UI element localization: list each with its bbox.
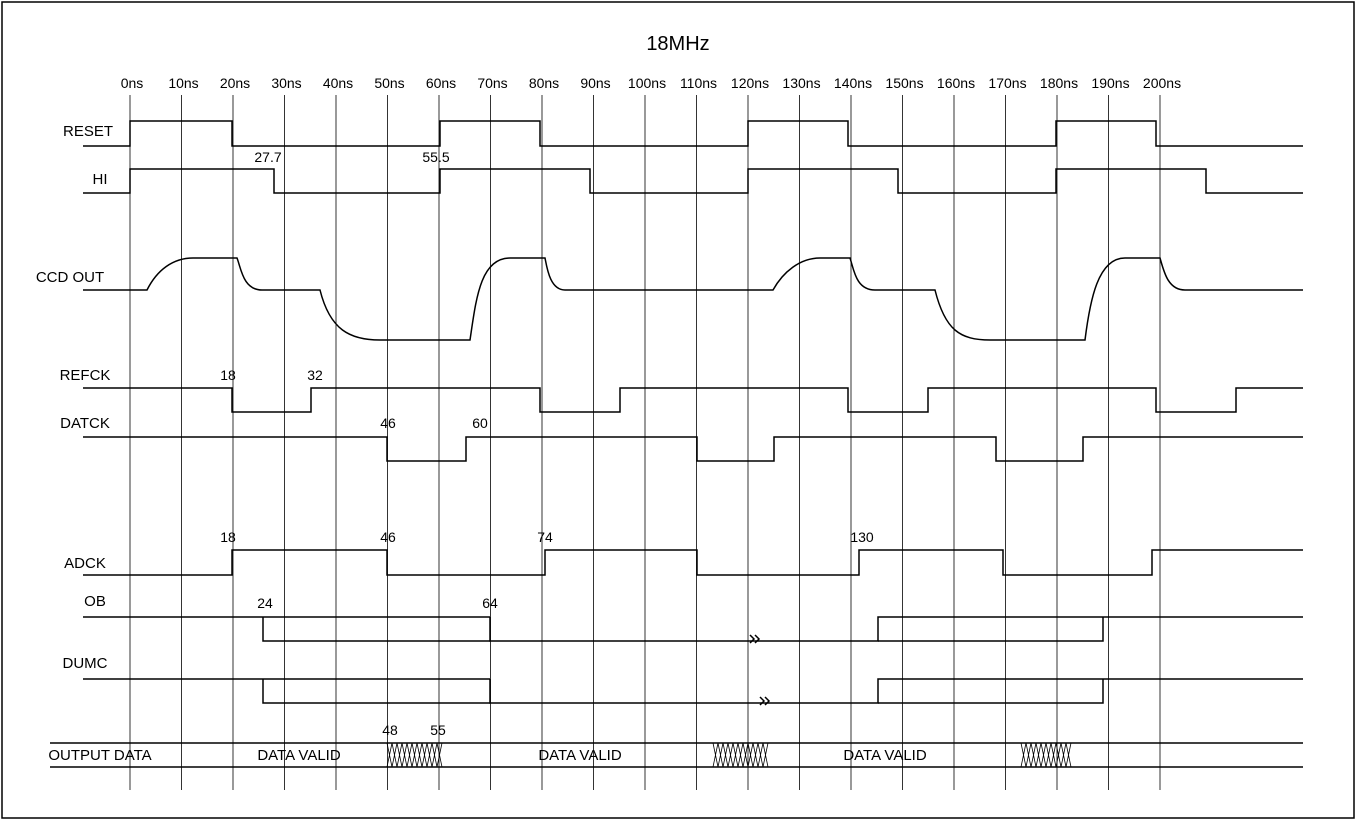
annotation-refck-fall: 18 [220,367,236,383]
waveform-dumc-bottom [262,679,490,704]
annotation-ob-rise: 64 [482,595,498,611]
annotation-hi-rise: 55.5 [422,149,449,165]
time-tick-label: 110ns [680,75,717,91]
annotation-adck-rise-1: 18 [220,529,236,545]
signal-label-ccd-out: CCD OUT [36,269,104,286]
time-tick-label: 160ns [937,75,975,91]
signal-label-ob: OB [84,593,106,610]
signal-label-datck: DATCK [60,415,110,432]
time-tick-label: 150ns [885,75,923,91]
break-mark-dumc [759,696,771,706]
waveform-ob-segment [878,617,1104,642]
time-tick-label: 70ns [477,75,507,91]
annotation-adck-rise-3: 130 [850,529,874,545]
annotation-output-start: 48 [382,722,398,738]
waveform-dumc-low [489,678,1303,704]
signal-label-reset: RESET [63,123,113,140]
invalid-data-hatch [1020,742,1072,768]
data-valid-label-3: DATA VALID [843,747,927,764]
annotation-datck-fall: 46 [380,415,396,431]
time-tick-label: 180ns [1040,75,1078,91]
time-tick-label: 130ns [782,75,820,91]
time-tick-label: 60ns [426,75,456,91]
waveform-ob-low [489,616,1303,642]
annotation-refck-rise: 32 [307,367,323,383]
time-tick-label: 190ns [1091,75,1129,91]
data-valid-label-1: DATA VALID [257,747,341,764]
time-tick-label: 100ns [628,75,666,91]
time-tick-label: 200ns [1143,75,1181,91]
invalid-data-hatches [386,742,1072,768]
time-tick-label: 40ns [323,75,353,91]
time-tick-label: 20ns [220,75,250,91]
signal-label-adck: ADCK [64,555,106,572]
waveform-ccd-out [83,257,1303,341]
waveform-reset [83,120,1303,147]
time-tick-label: 50ns [374,75,404,91]
annotation-hi-fall: 27.7 [254,149,281,165]
signal-label-dumc: DUMC [63,655,108,672]
waveform-dumc-segment [878,679,1104,704]
annotation-datck-rise: 60 [472,415,488,431]
waveform-refck [83,387,1303,413]
time-tick-label: 10ns [168,75,198,91]
time-grid [129,95,1161,790]
data-valid-label-2: DATA VALID [538,747,622,764]
time-tick-label: 170ns [988,75,1026,91]
time-tick-label: 140ns [834,75,872,91]
time-tick-label: 0ns [121,75,144,91]
time-tick-label: 80ns [529,75,559,91]
time-tick-label: 30ns [271,75,301,91]
time-axis-labels: 0ns 10ns 20ns 30ns 40ns 50ns 60ns 70ns 80ns 90ns 1… [121,75,1181,91]
signal-label-output-data: OUTPUT DATA [48,747,151,764]
waveform-hi [83,168,1303,194]
annotation-adck-rise-2: 74 [537,529,553,545]
break-mark-ob [749,634,761,644]
diagram-title: 18MHz [646,33,709,55]
time-tick-label: 90ns [580,75,610,91]
invalid-data-hatch [712,742,769,768]
waveform-ob-bottom [262,617,490,642]
waveform-adck [83,549,1303,576]
signal-label-hi: HI [93,171,108,188]
annotation-ob-fall: 24 [257,595,273,611]
invalid-data-hatch [386,742,443,768]
time-tick-label: 120ns [731,75,769,91]
annotation-output-end: 55 [430,722,446,738]
waveform-datck [83,436,1303,462]
annotation-adck-fall: 46 [380,529,396,545]
signal-label-refck: REFCK [60,367,111,384]
